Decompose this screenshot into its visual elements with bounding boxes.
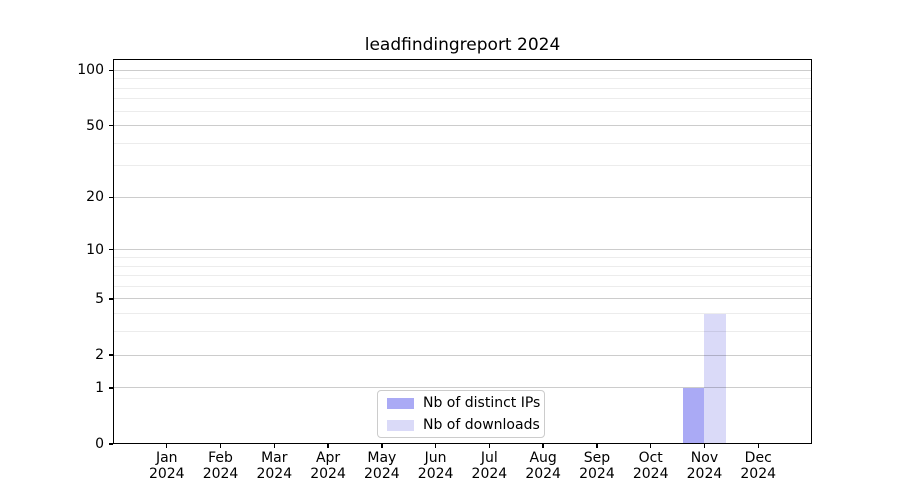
x-tick-month: Nov bbox=[690, 450, 719, 466]
x-tick-year: 2024 bbox=[148, 466, 185, 482]
legend-swatch-distinct-ips-icon bbox=[387, 397, 414, 409]
x-axis-tick-mark bbox=[649, 444, 652, 448]
x-tick-month: Mar bbox=[261, 450, 288, 466]
major-gridline bbox=[113, 298, 812, 300]
major-gridline bbox=[113, 69, 812, 71]
x-axis-tick-label: Dec 2024 bbox=[723, 450, 793, 482]
y-axis-tick-mark bbox=[109, 298, 113, 300]
y-axis-tick-label: 10 bbox=[86, 241, 104, 258]
major-gridline bbox=[113, 196, 812, 198]
x-axis-tick-label: Apr 2024 bbox=[293, 450, 363, 482]
minor-gridline bbox=[113, 285, 812, 287]
major-gridline bbox=[113, 354, 812, 356]
y-axis-tick-mark bbox=[109, 443, 113, 445]
x-tick-month: Jun bbox=[424, 450, 447, 466]
x-tick-year: 2024 bbox=[364, 466, 400, 482]
minor-gridline bbox=[113, 313, 812, 315]
x-axis-tick-label: Jul 2024 bbox=[454, 450, 524, 482]
minor-gridline bbox=[113, 275, 812, 277]
x-tick-month: Feb bbox=[208, 450, 233, 466]
major-gridline bbox=[113, 249, 812, 251]
bar-downloads bbox=[704, 313, 726, 444]
y-axis-tick-label: 1 bbox=[95, 379, 104, 396]
minor-gridline bbox=[113, 331, 812, 333]
y-axis-tick-label: 0 bbox=[95, 436, 104, 452]
y-axis-tick-label: 2 bbox=[95, 347, 104, 364]
major-gridline bbox=[113, 387, 812, 389]
x-tick-year: 2024 bbox=[525, 466, 561, 482]
x-axis-tick-mark bbox=[757, 444, 759, 448]
x-tick-month: Aug bbox=[529, 450, 557, 466]
legend-label-distinct-ips: Nb of distinct IPs bbox=[423, 395, 541, 411]
y-axis-tick-label: 20 bbox=[86, 189, 104, 206]
x-tick-month: Oct bbox=[638, 450, 663, 466]
x-axis-tick-mark bbox=[166, 444, 168, 448]
legend: Nb of distinct IPs Nb of downloads bbox=[377, 390, 545, 438]
x-axis-tick-mark bbox=[434, 444, 437, 448]
chart-title: leadfindingreport 2024 bbox=[364, 35, 561, 55]
x-axis-tick-label: Feb 2024 bbox=[186, 450, 256, 482]
x-tick-year: 2024 bbox=[740, 466, 777, 482]
minor-gridline bbox=[113, 142, 812, 144]
legend-swatch-downloads-icon bbox=[387, 419, 414, 431]
y-axis-tick-mark bbox=[109, 196, 113, 199]
minor-gridline bbox=[113, 78, 812, 80]
minor-gridline bbox=[113, 110, 812, 112]
x-axis-tick-mark bbox=[219, 444, 222, 448]
x-axis-tick-label: May 2024 bbox=[347, 450, 417, 482]
x-tick-year: 2024 bbox=[471, 466, 508, 482]
x-axis-tick-label: Oct 2024 bbox=[616, 450, 686, 482]
x-axis-tick-label: Sep 2024 bbox=[562, 450, 632, 482]
y-axis-tick-mark bbox=[109, 124, 113, 127]
x-tick-year: 2024 bbox=[417, 466, 454, 482]
x-axis-tick-mark bbox=[542, 444, 544, 448]
minor-gridline bbox=[113, 265, 812, 267]
minor-gridline bbox=[113, 257, 812, 258]
y-axis-tick-mark bbox=[109, 387, 113, 389]
x-tick-year: 2024 bbox=[579, 466, 615, 482]
x-tick-year: 2024 bbox=[256, 466, 293, 482]
x-tick-month: Dec bbox=[744, 450, 772, 466]
y-axis-tick-label: 100 bbox=[77, 62, 104, 79]
x-tick-month: Sep bbox=[583, 450, 611, 466]
x-axis-tick-label: Mar 2024 bbox=[239, 450, 309, 482]
x-tick-month: May bbox=[367, 450, 397, 466]
minor-gridline bbox=[113, 98, 812, 100]
legend-item-distinct-ips: Nb of distinct IPs bbox=[387, 393, 540, 413]
x-axis-tick-mark bbox=[327, 444, 329, 448]
x-axis-tick-label: Aug 2024 bbox=[508, 450, 578, 482]
y-axis-tick-mark bbox=[109, 249, 113, 251]
x-axis-tick-label: Jan 2024 bbox=[132, 450, 202, 482]
x-axis-tick-mark bbox=[273, 444, 275, 448]
x-axis-tick-mark bbox=[596, 444, 598, 448]
x-tick-month: Jul bbox=[480, 450, 498, 466]
major-gridline bbox=[113, 125, 812, 127]
y-axis-tick-mark bbox=[109, 354, 113, 356]
x-axis-tick-label: Jun 2024 bbox=[401, 450, 471, 482]
minor-gridline bbox=[113, 87, 812, 89]
legend-label-downloads: Nb of downloads bbox=[423, 417, 540, 433]
y-axis-tick-label: 5 bbox=[95, 290, 104, 307]
bar-distinct-ips bbox=[682, 387, 705, 444]
x-axis-tick-mark bbox=[488, 444, 491, 448]
x-tick-year: 2024 bbox=[686, 466, 723, 482]
y-axis-tick-mark bbox=[109, 69, 113, 71]
x-axis-tick-mark bbox=[381, 444, 383, 448]
x-tick-year: 2024 bbox=[202, 466, 239, 482]
x-axis-tick-mark bbox=[703, 444, 706, 448]
x-axis-tick-label: Nov 2024 bbox=[669, 450, 739, 482]
x-tick-month: Apr bbox=[315, 450, 341, 466]
legend-item-downloads: Nb of downloads bbox=[387, 415, 540, 435]
x-tick-month: Jan bbox=[155, 450, 178, 466]
x-tick-year: 2024 bbox=[632, 466, 669, 482]
x-tick-year: 2024 bbox=[310, 466, 346, 482]
y-axis-tick-label: 50 bbox=[86, 117, 104, 134]
minor-gridline bbox=[113, 165, 812, 167]
